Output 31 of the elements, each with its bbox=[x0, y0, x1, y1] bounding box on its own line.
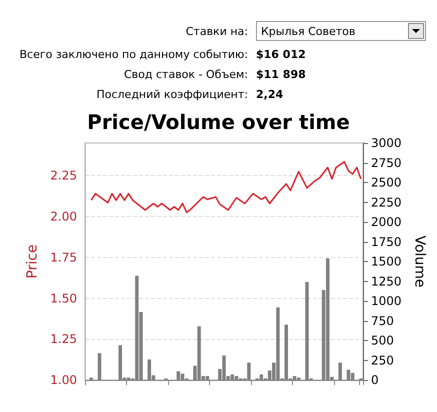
y2-tick-label: 1750 bbox=[371, 234, 402, 249]
line-series bbox=[90, 161, 362, 214]
y-tick-label: 1.00 bbox=[50, 373, 77, 387]
y2-tick-label: 750 bbox=[371, 314, 394, 328]
y2-tick-label: 1250 bbox=[371, 274, 402, 288]
y2-axis-title: Volume bbox=[411, 235, 428, 288]
text: Последний коэффициент: bbox=[95, 88, 249, 100]
text: 2,24 bbox=[256, 88, 284, 100]
text: $11 898 bbox=[256, 68, 306, 80]
y-tick-label: 1.50 bbox=[50, 291, 77, 306]
dropdown-field: Крылья Советов bbox=[256, 21, 426, 41]
y2-tick-label: 1000 bbox=[371, 294, 402, 308]
chart-title: Price/Volume over time bbox=[87, 110, 350, 134]
y-tick-label: 2.25 bbox=[50, 168, 77, 183]
y2-tick-label: 250 bbox=[371, 353, 394, 368]
text: Ставки на: bbox=[184, 24, 249, 38]
y2-tick-label: 2000 bbox=[371, 215, 402, 229]
y2-tick-label: 3000 bbox=[371, 136, 402, 150]
y-axis-title: Price bbox=[24, 244, 40, 279]
text: Свод ставок - Объем: bbox=[123, 68, 249, 80]
text: Всего заключено по данному событию: bbox=[18, 48, 249, 60]
text: $16 012 bbox=[256, 48, 306, 60]
y-tick-label: 1.25 bbox=[50, 332, 77, 346]
y2-tick-label: 1500 bbox=[371, 254, 402, 268]
y2-tick-label: 2250 bbox=[371, 195, 402, 210]
y-tick-label: 2.00 bbox=[50, 210, 77, 224]
y2-tick-label: 500 bbox=[371, 334, 394, 348]
y-tick-label: 1.75 bbox=[50, 250, 77, 264]
y2-tick-label: 2750 bbox=[371, 156, 402, 170]
y2-tick-label: 0 bbox=[371, 373, 379, 387]
y2-tick-label: 2500 bbox=[371, 176, 402, 190]
